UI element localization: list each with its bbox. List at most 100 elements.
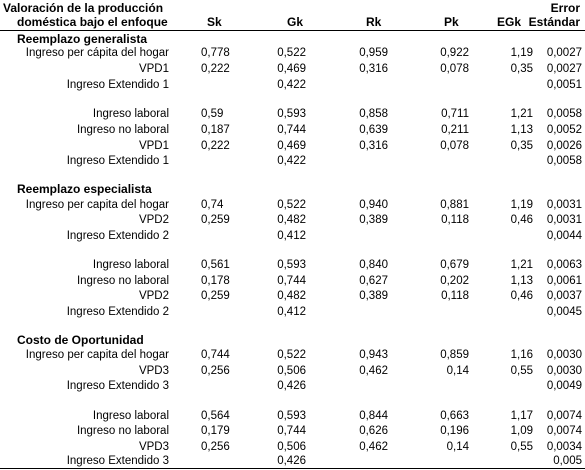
row-label: Ingreso no laboral: [76, 275, 169, 287]
section-title-reemplazo-especialista: Reemplazo especialista: [17, 182, 152, 196]
cell-rk: 0,626: [359, 425, 388, 437]
cell-egk: 0,35: [510, 63, 533, 75]
cell-egk: 0,46: [510, 214, 533, 226]
cell-sk: 0,256: [201, 365, 230, 377]
row-label: Ingreso Extendido 1: [66, 79, 169, 91]
cell-egk: 1,13: [510, 275, 533, 287]
table-row: Ingreso no laboral 0,178 0,744 0,627 0,2…: [0, 274, 585, 289]
table-row: VPD1 0,222 0,469 0,316 0,078 0,35 0,0027: [0, 62, 585, 77]
cell-error: 0,0030: [546, 349, 582, 361]
bottom-rule: [0, 468, 585, 469]
header-col-error-line2: Estándar: [528, 15, 580, 29]
cell-pk: 0,118: [441, 214, 469, 226]
row-label: Ingreso Extendido 3: [66, 455, 169, 467]
table-row: Ingreso Extendido 1 0,422 0,0058: [0, 154, 585, 169]
cell-gk: 0,506: [277, 441, 306, 453]
cell-pk: 0,859: [440, 349, 469, 361]
cell-gk: 0,422: [277, 155, 306, 167]
cell-gk: 0,469: [277, 63, 306, 75]
header-col-gk: Gk: [287, 15, 304, 29]
table-header: Valoración de la producción doméstica ba…: [0, 0, 585, 31]
cell-pk: 0,196: [440, 425, 469, 437]
cell-gk: 0,482: [277, 214, 306, 226]
cell-gk: 0,469: [277, 140, 306, 152]
cell-pk: 0,679: [440, 259, 469, 271]
cell-error: 0,0031: [546, 214, 582, 226]
header-col-egk: EGk: [497, 15, 522, 29]
cell-sk: 0,778: [201, 47, 230, 59]
table-row: VPD3 0,256 0,506 0,462 0,14 0,55 0,0034: [0, 440, 585, 455]
cell-gk: 0,522: [277, 199, 306, 211]
cell-error: 0,0051: [546, 79, 582, 91]
cell-error: 0,0027: [546, 47, 582, 59]
cell-egk: 0,35: [510, 140, 533, 152]
cell-rk: 0,627: [359, 275, 388, 287]
cell-error: 0,0074: [546, 410, 582, 422]
row-label: Ingreso no laboral: [76, 124, 169, 136]
cell-gk: 0,744: [277, 275, 306, 287]
row-label: VPD3: [138, 441, 169, 453]
cell-sk: 0,259: [201, 290, 230, 302]
cell-gk: 0,522: [277, 47, 306, 59]
table-row: Ingreso per capita del hogar 0,74 0,522 …: [0, 198, 585, 213]
cell-egk: 1,16: [510, 349, 533, 361]
table-row: Ingreso Extendido 3 0,426 0,0049: [0, 379, 585, 394]
cell-rk: 0,959: [359, 47, 388, 59]
row-label: Ingreso per capita del hogar: [25, 199, 169, 211]
row-label: Ingreso Extendido 3: [66, 380, 169, 392]
table-row: Ingreso laboral 0,561 0,593 0,840 0,679 …: [0, 258, 585, 273]
cell-error: 0,0027: [546, 63, 582, 75]
cell-egk: 1,21: [510, 259, 533, 271]
cell-sk: 0,561: [201, 259, 230, 271]
cell-pk: 0,14: [446, 441, 469, 453]
header-title-line2: doméstica bajo el enfoque: [17, 15, 168, 29]
cell-sk: 0,187: [201, 124, 230, 136]
row-label: Ingreso Extendido 2: [66, 230, 169, 242]
cell-gk: 0,426: [277, 380, 306, 392]
header-col-rk: Rk: [366, 15, 382, 29]
cell-gk: 0,422: [277, 79, 306, 91]
cell-sk: 0,256: [201, 441, 230, 453]
cell-gk: 0,426: [277, 455, 306, 467]
cell-error: 0,005: [553, 455, 582, 467]
cell-egk: 1,19: [510, 199, 533, 211]
cell-gk: 0,744: [277, 124, 306, 136]
cell-pk: 0,14: [446, 365, 469, 377]
row-label: VPD1: [138, 63, 169, 75]
cell-sk: 0,564: [201, 410, 230, 422]
cell-egk: 0,46: [510, 290, 533, 302]
cell-error: 0,0031: [546, 199, 582, 211]
cell-egk: 1,21: [510, 108, 533, 120]
row-label: Ingreso laboral: [92, 410, 169, 422]
cell-pk: 0,211: [441, 124, 469, 136]
cell-sk: 0,59: [201, 108, 224, 120]
row-label: VPD1: [138, 140, 169, 152]
cell-error: 0,0034: [546, 441, 582, 453]
cell-error: 0,0026: [546, 140, 582, 152]
section-title-costo-de-oportunidad: Costo de Oportunidad: [17, 333, 144, 347]
section-title-reemplazo-generalista: Reemplazo generalista: [17, 32, 148, 46]
table-row: Ingreso per capita del hogar 0,744 0,522…: [0, 348, 585, 363]
row-label: VPD2: [138, 214, 169, 226]
cell-error: 0,0063: [546, 259, 582, 271]
cell-error: 0,0074: [546, 425, 582, 437]
row-label: Ingreso per cápita del hogar: [25, 47, 169, 59]
cell-error: 0,0061: [546, 275, 582, 287]
row-label: Ingreso per capita del hogar: [25, 349, 169, 361]
table-row: Ingreso laboral 0,564 0,593 0,844 0,663 …: [0, 409, 585, 424]
cell-rk: 0,389: [359, 290, 388, 302]
table-row: VPD2 0,259 0,482 0,389 0,118 0,46 0,0031: [0, 213, 585, 228]
cell-pk: 0,078: [440, 63, 469, 75]
cell-egk: 0,55: [510, 441, 533, 453]
cell-egk: 1,13: [510, 124, 533, 136]
cell-sk: 0,222: [201, 63, 230, 75]
cell-error: 0,0052: [546, 124, 582, 136]
table-row: Ingreso Extendido 3 0,426 0,005: [0, 454, 585, 469]
cell-error: 0,0044: [546, 230, 582, 242]
row-label: VPD2: [138, 290, 169, 302]
header-col-error-line1: Error: [550, 1, 580, 15]
row-label: Ingreso Extendido 2: [66, 306, 169, 318]
cell-sk: 0,178: [201, 275, 230, 287]
row-label: Ingreso Extendido 1: [66, 155, 169, 167]
table-row: Ingreso Extendido 2 0,412 0,0044: [0, 229, 585, 244]
